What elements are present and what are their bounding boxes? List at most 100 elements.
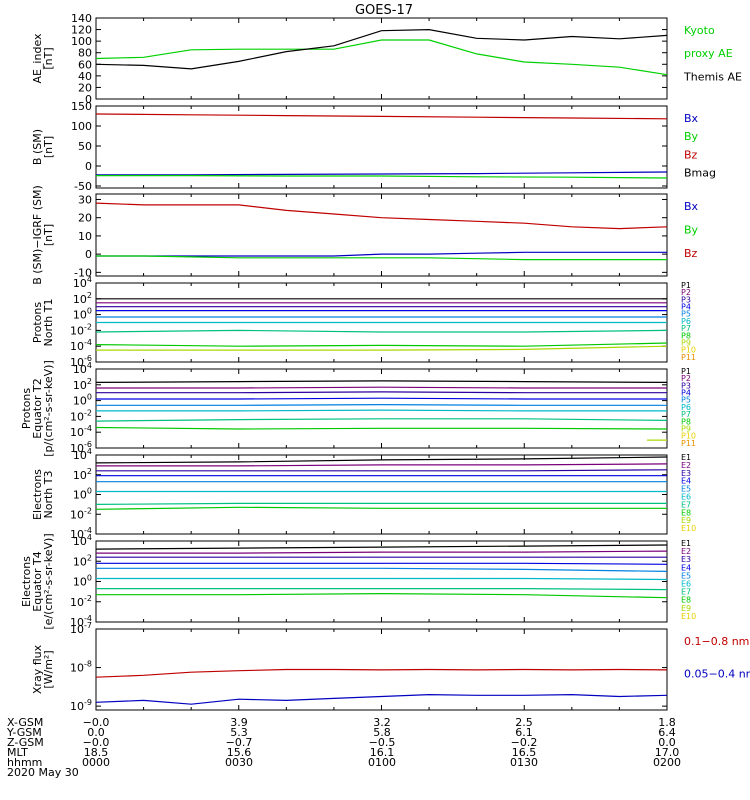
series-line-p4 [96, 397, 667, 400]
legend-entry: E5 [681, 485, 691, 494]
legend-entry: E5 [681, 571, 691, 580]
legend-entry: P5 [681, 310, 691, 319]
legend-entry: P2 [681, 288, 691, 297]
y-tick-label: 120 [71, 24, 92, 37]
orbit-row-label: 2020 May 30 [7, 766, 79, 779]
y-tick-label: 10-4 [70, 424, 92, 439]
series-line-e8 [96, 592, 668, 599]
y-tick-exponent: 0 [87, 487, 92, 496]
legend-entry: E10 [681, 524, 696, 533]
series-line-0-1-0-8-nm [95, 668, 668, 678]
y-axis-label: Protons [31, 302, 44, 343]
y-tick-label: 100 [73, 307, 92, 322]
orbit-value: 18.5 [84, 746, 109, 759]
legend-entry: P6 [681, 403, 691, 412]
y-tick-exponent: 4 [87, 533, 92, 542]
y-tick-exponent: 0 [87, 307, 92, 316]
legend-entry: E4 [681, 477, 691, 486]
y-axis-label: [nT] [42, 47, 55, 69]
legend-entry: By [684, 223, 699, 236]
legend-entry: E7 [681, 500, 691, 509]
legend-entry: P9 [681, 338, 691, 347]
legend-entry: E8 [681, 508, 691, 517]
y-tick-exponent: -6 [84, 440, 92, 449]
legend-entry: Themis AE [683, 70, 742, 83]
panels: 020406080100120140AE_index[nT]Kyotoproxy… [20, 12, 750, 713]
legend-entry: E9 [681, 604, 691, 613]
y-tick-exponent: -9 [84, 698, 92, 707]
legend-entry: E4 [681, 563, 691, 572]
y-tick-label: 10-2 [70, 594, 92, 609]
series-line-e6 [96, 577, 668, 581]
y-tick-label: 102 [73, 291, 92, 306]
y-tick-label: 80 [78, 47, 92, 60]
y-axis-label: [p/(cm²-s-sr-keV)] [42, 360, 55, 457]
panel-2: -10 0 10 20 30 B (SM)−IGRF (SM)[nT] Bx By Bz [31, 185, 699, 285]
y-axis-label: North T3 [42, 471, 55, 519]
legend-entry: E9 [681, 516, 691, 525]
legend-entry: E8 [681, 596, 691, 605]
series-line-bx [96, 171, 668, 176]
y-tick-label: 104 [73, 275, 92, 290]
y-tick-label: 102 [73, 553, 92, 568]
legend-entry: Bz [684, 247, 698, 260]
legend-entry: E7 [681, 588, 691, 597]
y-tick-label: -10 [74, 266, 92, 279]
legend-entry: Bmag [684, 167, 716, 180]
y-tick-exponent: -4 [84, 526, 92, 535]
y-tick-label: 50 [78, 140, 92, 153]
y-tick-exponent: 2 [87, 553, 92, 562]
orbit-value: 16.5 [512, 746, 537, 759]
series-line-e7 [95, 502, 667, 505]
series-line-bx [96, 251, 667, 257]
orbit-value: 3.9 [230, 716, 248, 729]
orbit-value: −0.7 [226, 736, 253, 749]
y-tick-exponent: -4 [84, 614, 92, 623]
y-tick-exponent: 4 [87, 447, 92, 456]
orbit-value: 15.6 [227, 746, 252, 759]
legend-entry: E1 [681, 539, 691, 548]
y-tick-label: 20 [78, 81, 92, 94]
y-tick-label: 10-7 [70, 621, 92, 636]
y-tick-exponent: 0 [87, 574, 92, 583]
orbit-value: 0200 [653, 756, 681, 769]
panel-1: -50 0 50 100 150 B (SM)[nT] Bx By Bz Bmag [31, 100, 716, 193]
legend-entry: P11 [681, 439, 696, 448]
orbit-value: 0100 [368, 756, 396, 769]
legend-entry: E6 [681, 580, 691, 589]
orbit-value: 6.1 [515, 726, 533, 739]
panel-7: 10-9 10-8 10-7 Xray flux[W/m²] 0.1−0.8 nm 0.0… [31, 621, 750, 713]
legend-entry: P7 [681, 324, 691, 333]
y-tick-label: 100 [71, 120, 92, 133]
y-tick-label: 10-9 [70, 698, 92, 713]
y-axis-label: Equator T4 [31, 551, 44, 611]
y-tick-label: 104 [73, 447, 92, 462]
legend-entry: P8 [681, 331, 691, 340]
orbit-value: 0130 [510, 756, 538, 769]
legend-entry: P9 [681, 424, 691, 433]
orbit-row-label: X-GSM [7, 716, 43, 729]
y-tick-label: 104 [73, 361, 92, 376]
legend-entry: P1 [681, 281, 691, 290]
y-tick-label: 10 [78, 230, 92, 243]
orbit-value: 6.4 [658, 726, 676, 739]
y-axis-label: AE_index [31, 33, 44, 84]
series-line-p8 [95, 342, 668, 347]
orbit-value: 17.0 [655, 746, 680, 759]
series-line-by [96, 175, 668, 179]
y-tick-exponent: -4 [84, 424, 92, 433]
y-tick-exponent: 2 [87, 291, 92, 300]
y-tick-label: 102 [73, 377, 92, 392]
series-line-e1 [95, 456, 668, 464]
y-axis-label: B (SM) [31, 129, 44, 165]
orbit-value: −0.5 [369, 736, 396, 749]
y-tick-label: 150 [71, 100, 92, 113]
y-tick-exponent: -2 [84, 408, 92, 417]
y-axis-label: North T1 [42, 299, 55, 347]
legend-entry: E6 [681, 493, 691, 502]
y-tick-label: 100 [73, 487, 92, 502]
